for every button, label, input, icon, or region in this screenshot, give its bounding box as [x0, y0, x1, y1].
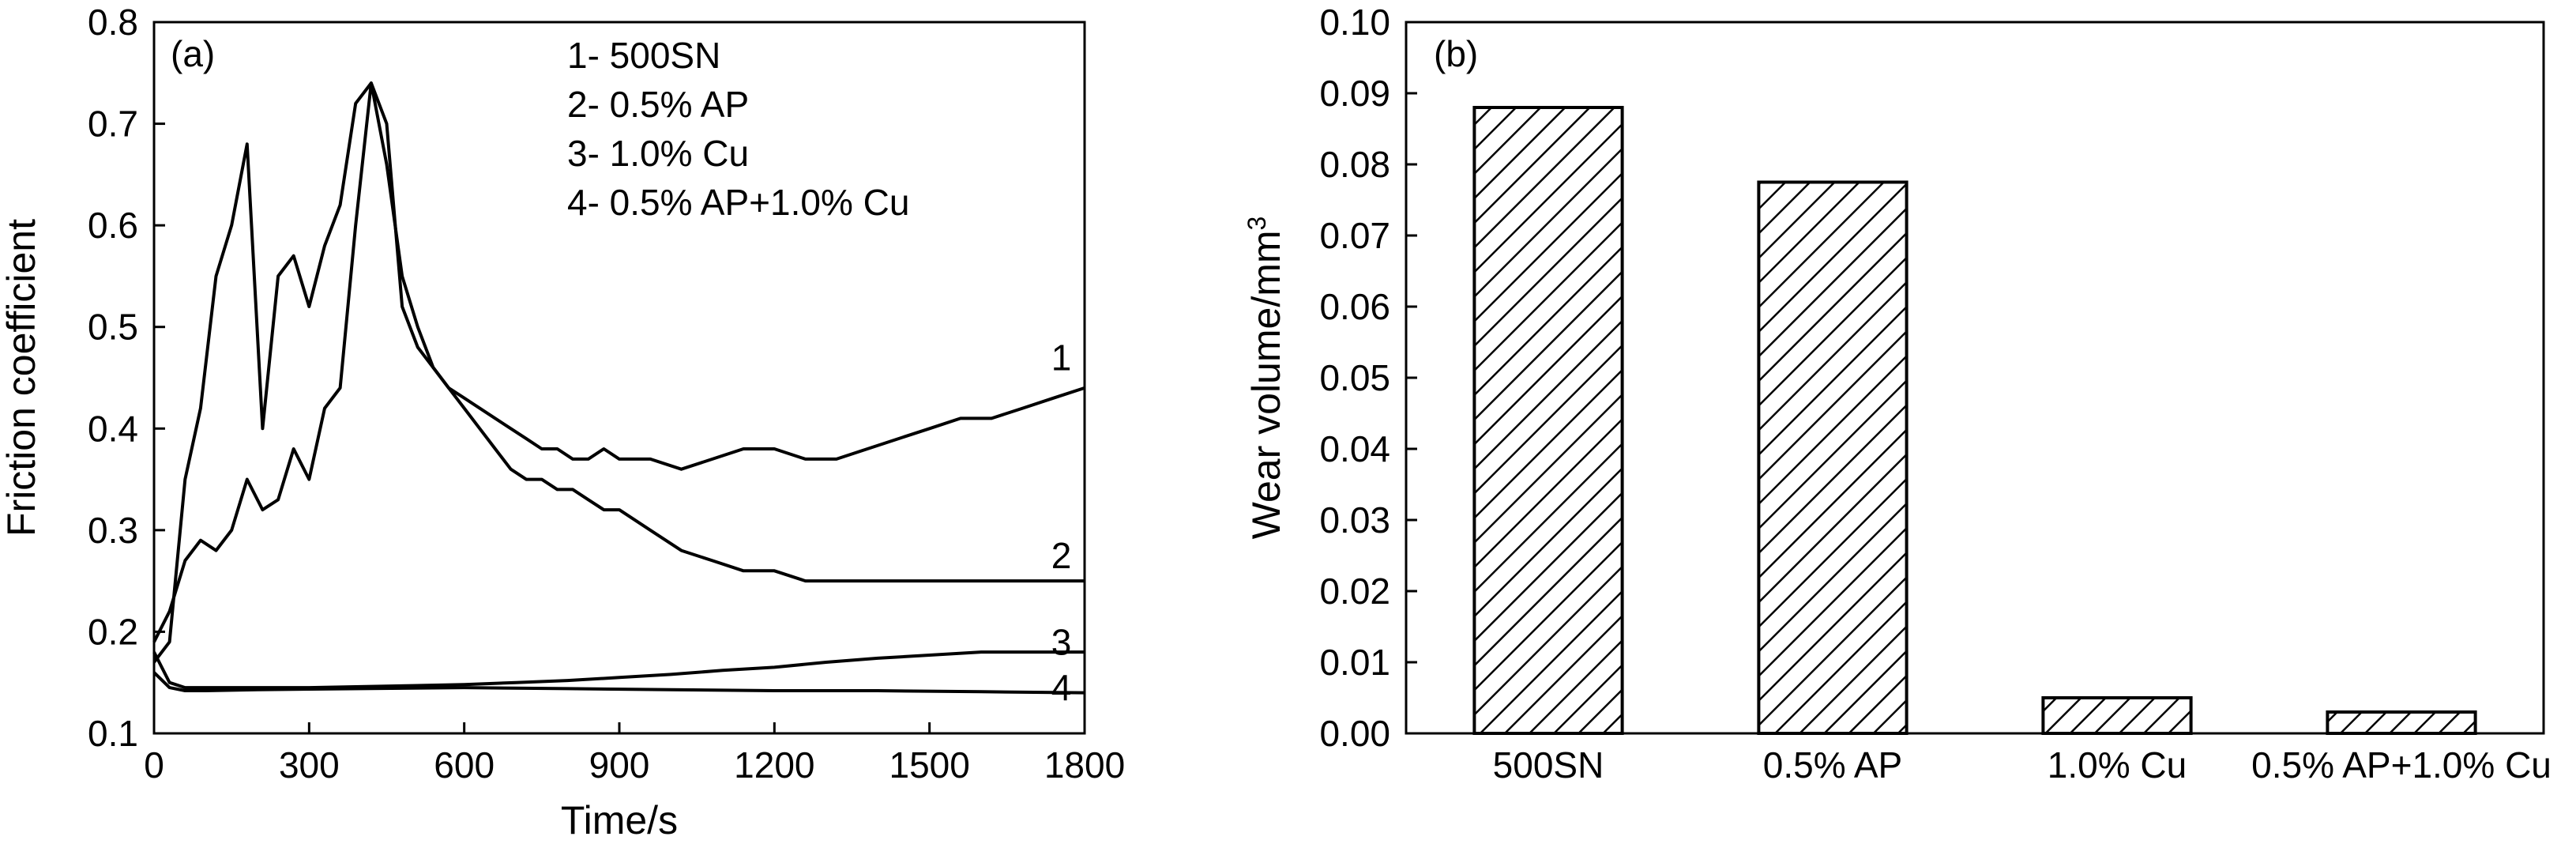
- panel-b-label: (b): [1434, 33, 1478, 74]
- y-tick-label: 0.8: [88, 2, 138, 43]
- y-tick-label: 0.6: [88, 205, 138, 246]
- panel-a-x-axis-title: Time/s: [561, 798, 678, 842]
- y-tick-label: 0.5: [88, 307, 138, 348]
- bar-0-5-ap-1-0-cu: [2326, 710, 2477, 735]
- y-tick-label: 0.01: [1319, 642, 1390, 683]
- legend-entry-3: 3- 1.0% Cu: [567, 133, 749, 174]
- x-tick-label: 1500: [889, 744, 969, 786]
- bar-500sn: [1472, 106, 1624, 735]
- panel-b-bars: [1472, 106, 2477, 735]
- curve-label-2: 2: [1051, 535, 1072, 576]
- y-tick-label: 0.00: [1319, 713, 1390, 754]
- y-tick-label: 0.7: [88, 104, 138, 145]
- panel-a-x-ticks: 0 300 600 900 1200 1500 1800: [144, 722, 1125, 786]
- series-line-2: [152, 81, 1085, 664]
- panel-b-y-axis-title-text: Wear volume/mm: [1244, 230, 1288, 539]
- y-tick-label: 0.08: [1319, 144, 1390, 185]
- y-tick-label: 0.3: [88, 510, 138, 551]
- x-category-label: 0.5% AP: [1763, 744, 1902, 786]
- series-line-3: [152, 650, 1085, 690]
- curve-label-3: 3: [1051, 621, 1072, 662]
- panel-a-label: (a): [171, 33, 215, 74]
- y-tick-label: 0.05: [1319, 357, 1390, 398]
- x-category-label: 500SN: [1493, 744, 1604, 786]
- series-line-4: [152, 671, 1085, 695]
- x-tick-label: 900: [589, 744, 650, 786]
- panel-a-legend: 1- 500SN 2- 0.5% AP 3- 1.0% Cu 4- 0.5% A…: [567, 35, 909, 223]
- panel-b-x-labels: 500SN 0.5% AP 1.0% Cu 0.5% AP+1.0% Cu: [1493, 744, 2552, 786]
- panel-b-y-axis-title: Wear volume/mm3: [1243, 217, 1288, 540]
- y-tick-label: 0.10: [1319, 2, 1390, 43]
- bar-1-0-cu: [2041, 696, 2193, 735]
- x-tick-label: 600: [434, 744, 495, 786]
- panel-a-curve-labels: 1 2 3 4: [1051, 337, 1072, 708]
- x-tick-label: 1800: [1044, 744, 1125, 786]
- panel-b: 0.00 0.01 0.02 0.03 0.04 0.05 0.06 0.07 0.08 0.09…: [1243, 2, 2552, 786]
- panel-a-y-axis-title: Friction coefficient: [0, 219, 43, 537]
- y-tick-label: 0.03: [1319, 499, 1390, 541]
- series-line-1: [152, 81, 1085, 643]
- y-tick-label: 0.2: [88, 611, 138, 652]
- panel-a-frame: [152, 21, 1086, 735]
- x-category-label: 0.5% AP+1.0% Cu: [2251, 744, 2552, 786]
- y-tick-label: 0.06: [1319, 286, 1390, 327]
- curve-label-4: 4: [1051, 667, 1072, 708]
- legend-entry-4: 4- 0.5% AP+1.0% Cu: [567, 182, 909, 223]
- y-tick-label: 0.07: [1319, 215, 1390, 256]
- y-tick-label: 0.09: [1319, 73, 1390, 114]
- panel-a-series: [152, 81, 1085, 695]
- y-tick-label: 0.04: [1319, 428, 1390, 469]
- x-category-label: 1.0% Cu: [2048, 744, 2187, 786]
- panel-b-y-ticks: 0.00 0.01 0.02 0.03 0.04 0.05 0.06 0.07 0.08 0.09…: [1319, 2, 1417, 754]
- panel-a: 0 300 600 900 1200 1500 1800 0.10.20.30.40.50.…: [0, 2, 1125, 842]
- x-tick-label: 300: [279, 744, 340, 786]
- x-tick-label: 1200: [734, 744, 814, 786]
- legend-entry-1: 1- 500SN: [567, 35, 720, 76]
- y-tick-label: 0.4: [88, 408, 138, 449]
- panel-a-y-ticks: 0.1 0.2 0.3 0.4 0.5 0.6 0.7 0.8: [88, 2, 165, 754]
- curve-label-1: 1: [1051, 337, 1072, 378]
- x-tick-label: 0: [144, 744, 164, 786]
- y-tick-label: 0.1: [88, 713, 138, 754]
- y-tick-label: 0.02: [1319, 571, 1390, 612]
- panel-b-y-axis-title-superscript: 3: [1243, 217, 1271, 231]
- bar-0-5-ap: [1757, 180, 1908, 735]
- legend-entry-2: 2- 0.5% AP: [567, 84, 749, 125]
